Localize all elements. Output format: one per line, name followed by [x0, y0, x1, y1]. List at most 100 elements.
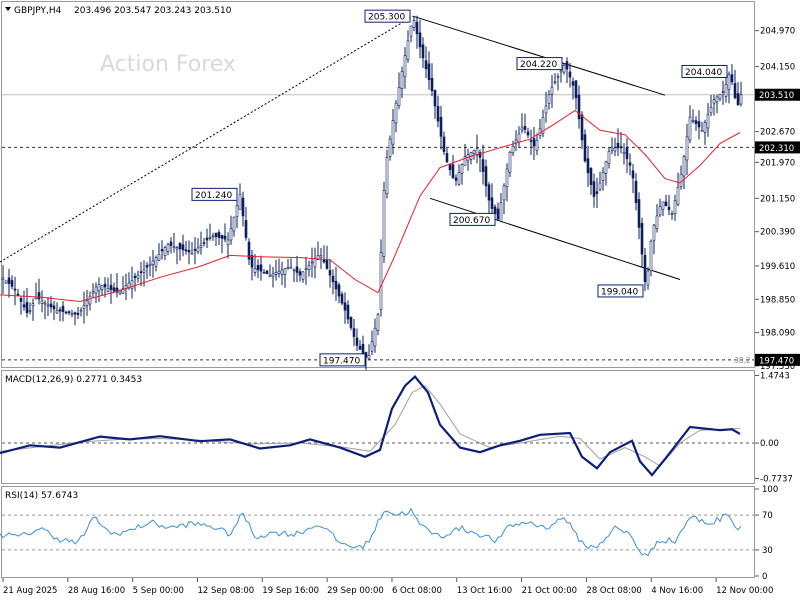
candle-body — [94, 286, 98, 294]
candle-body — [55, 310, 59, 314]
candle-body — [691, 120, 695, 122]
candle-body — [454, 177, 458, 181]
candle-body — [484, 166, 488, 187]
candle-body — [112, 287, 116, 292]
time-tick-label: 12 Nov 00:00 — [716, 586, 773, 596]
price-extreme-label: 197.470 — [323, 356, 360, 366]
price-tag-box — [755, 141, 800, 154]
candle-body — [580, 114, 584, 141]
price-tick-label: 199.610 — [760, 262, 795, 272]
candle-body — [589, 168, 593, 186]
macd-tick-label: -0.7737 — [760, 475, 793, 485]
price-extreme-label-box — [191, 187, 238, 201]
price-tag-label: 203.510 — [759, 91, 794, 101]
candle-body — [58, 309, 62, 312]
candle-body — [622, 151, 626, 154]
candle-body — [556, 75, 560, 78]
macd-panel: 1.4743 0.00 -0.7737 — [0, 371, 793, 485]
candle-body — [388, 138, 392, 157]
candle-body — [385, 157, 389, 195]
candle-body — [139, 271, 143, 273]
candle-body — [265, 270, 269, 275]
trendline — [429, 197, 681, 281]
candle-body — [703, 122, 707, 133]
candle-body — [184, 249, 188, 252]
candle-body — [166, 244, 170, 252]
candle-body — [109, 284, 113, 290]
dropdown-triangle-icon[interactable] — [5, 7, 11, 11]
candle-body — [262, 271, 266, 274]
candle-body — [616, 142, 620, 149]
candle-body — [568, 71, 572, 78]
candles — [1, 15, 743, 370]
candle-body — [664, 201, 668, 207]
candle-body — [37, 292, 41, 300]
candle-body — [535, 139, 539, 151]
candle-body — [181, 244, 185, 251]
candle-body — [118, 290, 122, 294]
candle-body — [64, 311, 68, 314]
rsi-tick-label: 70 — [762, 511, 773, 521]
candle-body — [154, 257, 158, 267]
candle-body — [436, 106, 440, 122]
watermark: Action Forex — [100, 52, 236, 77]
candle-body — [400, 71, 404, 89]
rsi-line — [0, 507, 742, 557]
candle-body — [76, 312, 80, 315]
candle-body — [190, 252, 194, 255]
price-extreme-label-box — [319, 353, 366, 367]
macd-tick-label: 1.4743 — [760, 371, 790, 381]
candle-body — [673, 200, 677, 214]
candle-body — [592, 181, 596, 197]
candle-body — [715, 96, 719, 103]
candle-body — [271, 273, 275, 277]
candle-body — [652, 224, 656, 241]
candle-body — [613, 147, 617, 152]
candle-body — [349, 316, 353, 329]
candle-body — [655, 215, 659, 229]
candle-body — [202, 242, 206, 244]
candle-body — [631, 170, 635, 179]
candle-body — [256, 264, 260, 271]
macd-signal-line — [0, 385, 741, 467]
rsi-tick-label: 0 — [762, 572, 767, 582]
macd-label: MACD(12,26,9) 0.2771 0.3453 — [5, 375, 142, 385]
candle-body — [193, 248, 197, 251]
candle-body — [100, 285, 104, 290]
candle-body — [247, 241, 251, 260]
candle-body — [529, 140, 533, 142]
price-extreme-label-box — [449, 212, 496, 226]
price-tick-label: 201.150 — [760, 194, 795, 204]
candle-body — [430, 77, 434, 92]
candle-body — [598, 182, 602, 190]
price-extreme-label-box — [597, 284, 644, 298]
candle-body — [73, 312, 77, 315]
price-extreme-label: 204.220 — [520, 60, 557, 70]
candle-body — [232, 216, 236, 232]
time-tick-label: 6 Oct 08:00 — [392, 586, 442, 596]
candle-body — [88, 295, 92, 305]
candle-body — [331, 275, 335, 283]
chart-header: GBPJPY,H4 203.496 203.547 203.243 203.51… — [5, 6, 232, 16]
candle-body — [67, 311, 71, 314]
candle-body — [607, 151, 611, 164]
price-tick-label: 202.670 — [760, 128, 795, 138]
candle-body — [226, 239, 230, 245]
candle-body — [28, 309, 32, 312]
candle-body — [145, 265, 149, 268]
price-extreme-label: 201.240 — [195, 191, 232, 201]
candle-body — [571, 81, 575, 86]
candle-body — [205, 237, 209, 241]
candle-body — [739, 94, 743, 105]
candle-body — [334, 280, 338, 290]
candle-body — [61, 305, 65, 312]
macd-line — [0, 374, 741, 477]
candle-body — [7, 277, 11, 284]
price-tick-label: 204.970 — [760, 27, 795, 37]
candle-body — [85, 300, 89, 306]
candle-body — [43, 302, 47, 305]
candle-body — [238, 194, 242, 210]
candle-body — [682, 156, 686, 177]
candle-body — [727, 74, 731, 90]
candle-body — [685, 136, 689, 161]
